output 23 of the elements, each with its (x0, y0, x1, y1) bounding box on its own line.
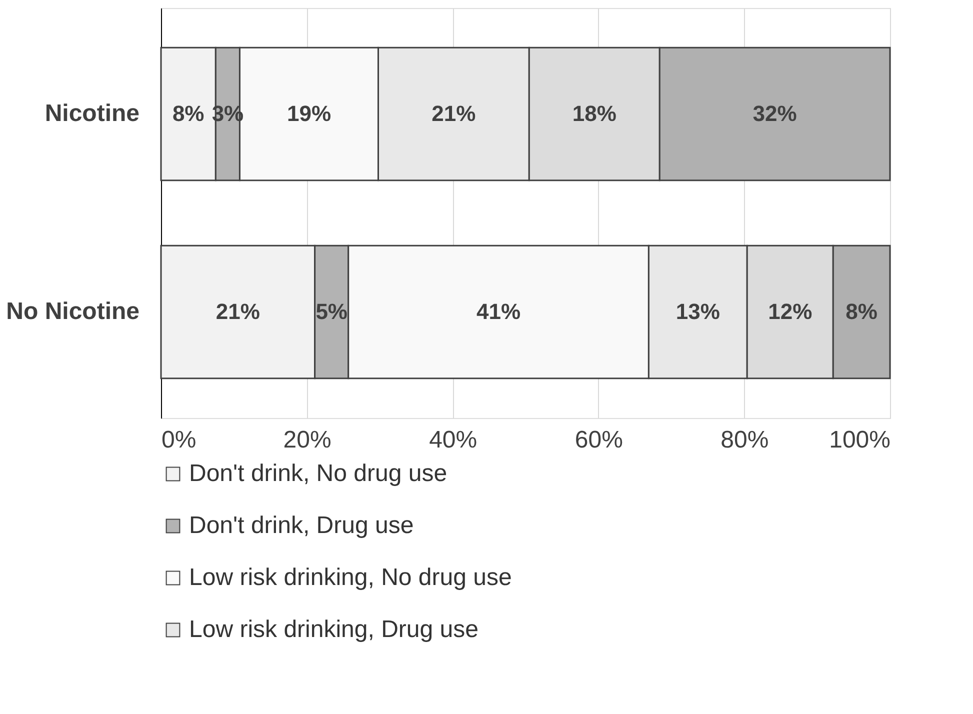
x-tick-label: 20% (283, 426, 332, 454)
data-label: 13% (676, 299, 720, 324)
data-label: 18% (572, 100, 616, 126)
y-tick-label: No Nicotine (6, 298, 140, 326)
data-label: 12% (768, 299, 812, 324)
x-tick-label: 0% (162, 426, 196, 454)
data-label: 5% (316, 299, 348, 324)
legend-label: Don't drink, No drug use (189, 460, 448, 487)
x-tick-label: 60% (574, 426, 623, 454)
legend-label: Low risk drinking, Drug use (189, 616, 478, 643)
data-label: 19% (286, 100, 332, 126)
y-tick-label: Nicotine (44, 100, 140, 127)
data-label: 8% (172, 100, 204, 126)
legend-label: Don't drink, Drug use (189, 512, 414, 539)
x-tick-label: 80% (720, 426, 769, 454)
data-label: 21% (216, 299, 260, 324)
data-label: 41% (476, 299, 521, 324)
x-tick-label: 100% (829, 426, 890, 454)
data-label: 32% (752, 100, 797, 126)
data-label: 21% (432, 100, 476, 126)
legend-label: Low risk drinking, No drug use (189, 564, 512, 591)
data-label: 8% (846, 299, 878, 324)
x-tick-label: 40% (429, 426, 478, 454)
